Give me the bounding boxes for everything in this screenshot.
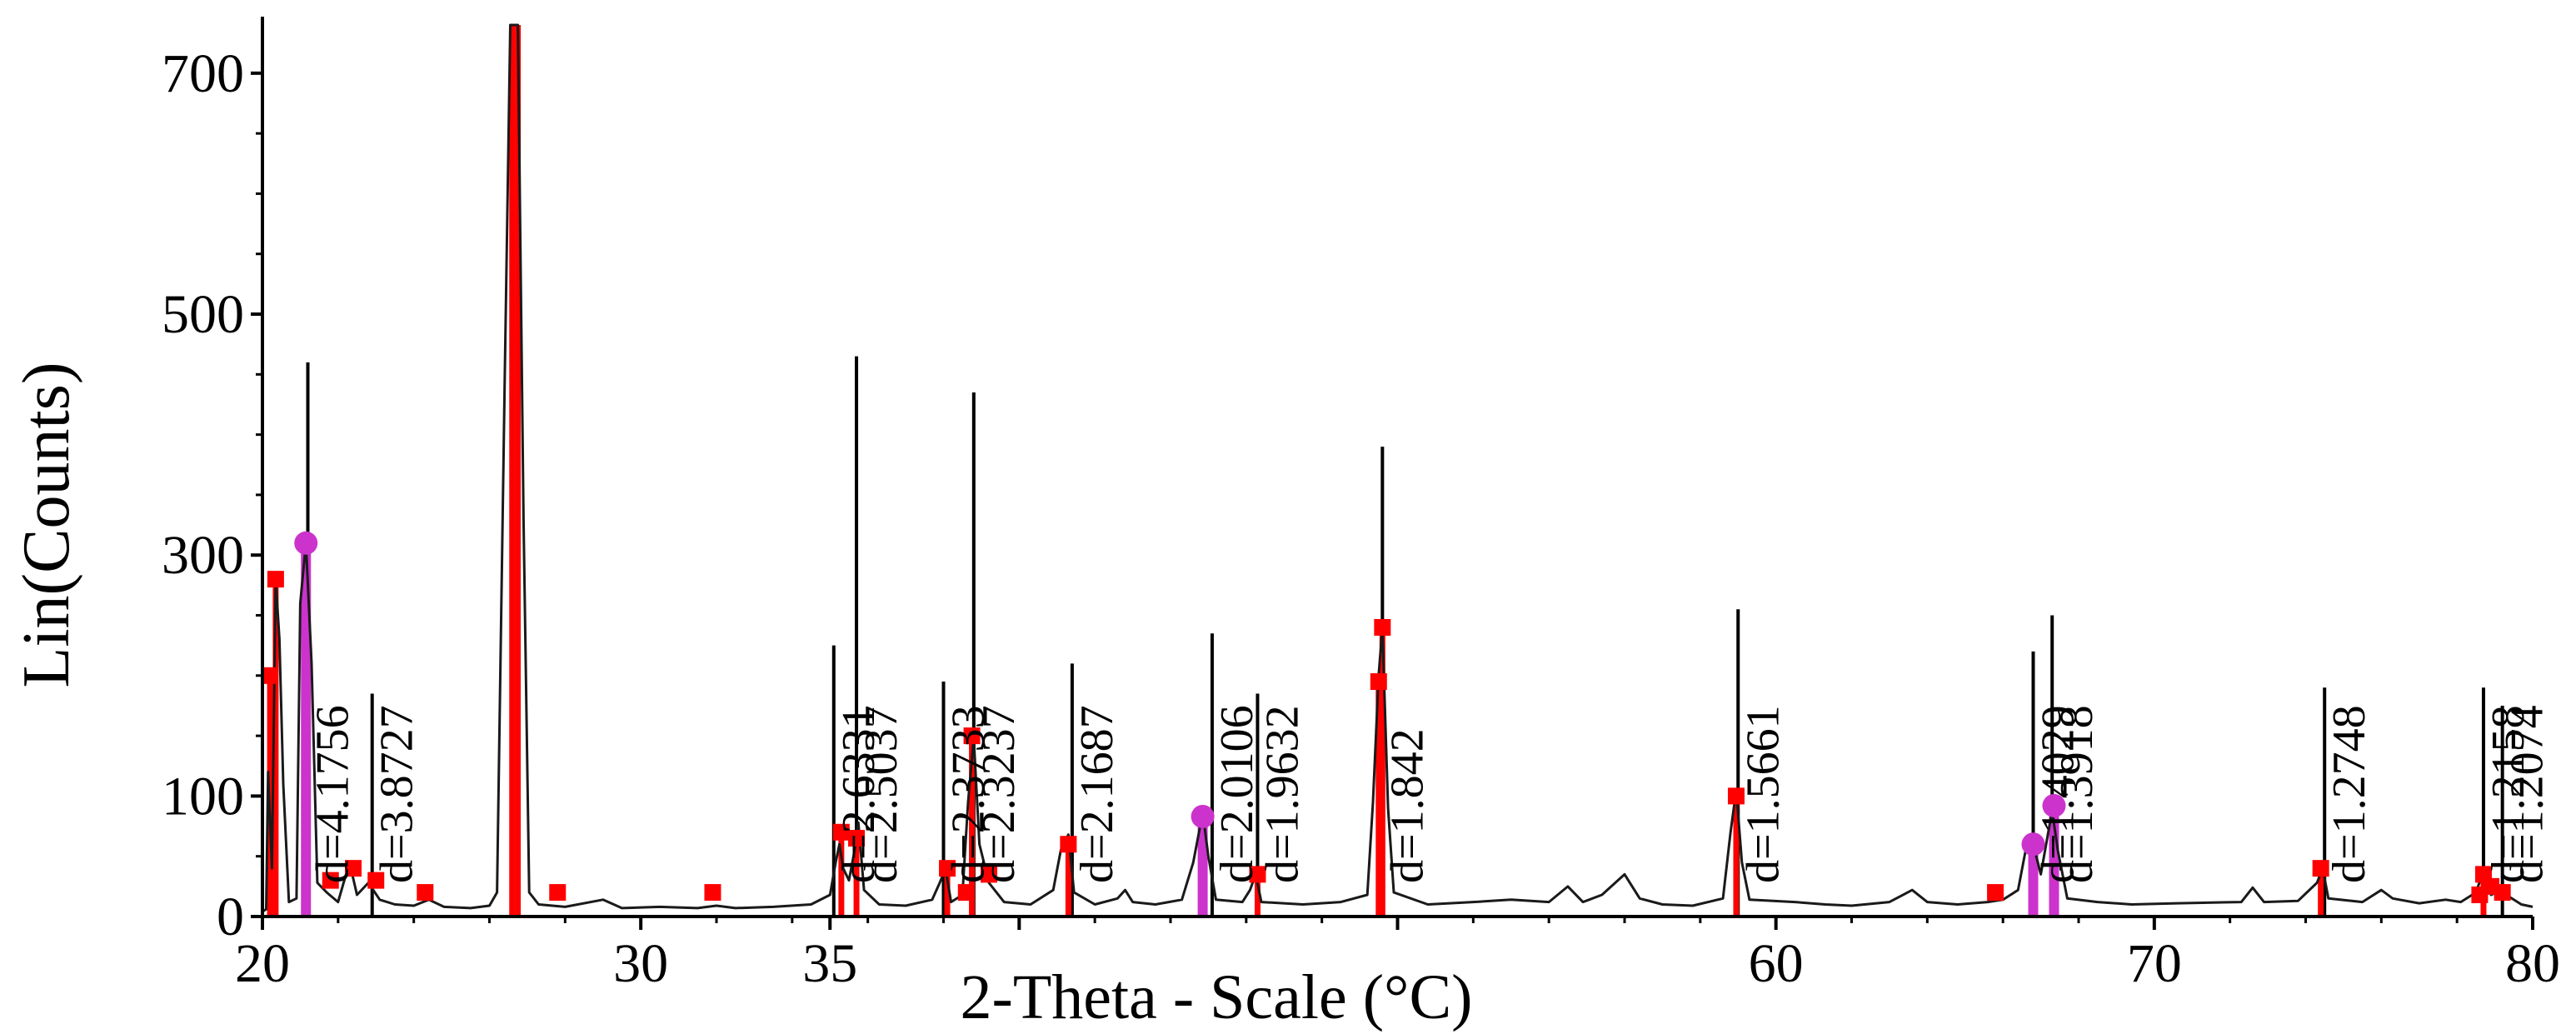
d-spacing-label: d=2.3237 xyxy=(973,705,1025,883)
d-spacing-label: d=4.1756 xyxy=(307,705,359,883)
phase-a-marker xyxy=(1370,673,1387,691)
phase-a-marker xyxy=(417,884,434,902)
x-tick-label: 20 xyxy=(235,933,290,994)
d-spacing-label: d=1.2748 xyxy=(2324,705,2375,883)
x-tick-label: 60 xyxy=(1749,933,1804,994)
phase-b-marker xyxy=(294,531,318,555)
axes: 0 100 300 500 700 20 30 35 60 70 80 xyxy=(162,17,2560,994)
d-spacing-label: d=1.4029 xyxy=(2033,705,2084,883)
phase-a-marker xyxy=(1374,618,1391,636)
phase-a-marker xyxy=(262,667,279,684)
phase-a-marker xyxy=(322,872,339,889)
d-spacing-label: d=2.5037 xyxy=(856,705,907,883)
phase-a-marker xyxy=(1249,866,1266,883)
y-tick-label: 500 xyxy=(162,284,244,345)
d-spacing-label: d=3.8727 xyxy=(372,705,423,883)
phase-a-marker xyxy=(832,823,850,841)
phase-a-marker xyxy=(848,830,866,847)
y-axis-title: Lin(Counts) xyxy=(10,362,83,687)
y-tick-label: 0 xyxy=(217,887,244,947)
d-spacing-label: d=2.3733 xyxy=(943,705,995,883)
phase-a-marker xyxy=(1727,787,1745,805)
y-tick-label: 700 xyxy=(162,43,244,104)
phase-a-marker xyxy=(1987,884,2004,902)
phase-a-marker xyxy=(267,571,284,588)
phase-a-marker xyxy=(345,860,362,877)
phase-a-marker xyxy=(981,866,997,883)
phase-a-marker xyxy=(2494,884,2511,902)
x-tick-label: 35 xyxy=(802,933,857,994)
x-tick-label: 80 xyxy=(2505,933,2560,994)
phase-b-marker xyxy=(1191,804,1215,828)
d-spacing-label: d=2.6331 xyxy=(833,705,885,883)
phase-a-marker xyxy=(2312,860,2329,877)
d-spacing-label: d=1.3918 xyxy=(2051,705,2103,883)
diffraction-trace xyxy=(262,23,2534,913)
d-spacing-label: d=1.842 xyxy=(1381,728,1433,883)
phase-a-marker xyxy=(549,884,567,902)
phase-a-marker xyxy=(963,727,981,745)
phase-a-marker xyxy=(1060,836,1077,853)
phase-b-marker xyxy=(2042,793,2066,817)
x-tick-label: 70 xyxy=(2127,933,2182,994)
d-spacing-label: d=1.5661 xyxy=(1737,705,1789,883)
d-spacing-label: d=1.2074 xyxy=(2502,705,2554,883)
phase-a-marker xyxy=(957,884,975,902)
phase-a-marker xyxy=(939,860,956,877)
d-spacing-label: d=2.0106 xyxy=(1211,705,1263,883)
x-axis-title: 2-Theta - Scale (°C) xyxy=(961,962,1473,1032)
d-spacing-label: d=2.1687 xyxy=(1071,705,1123,883)
phase-b-marker xyxy=(2021,832,2045,857)
y-tick-label: 300 xyxy=(162,525,244,586)
y-tick-label: 100 xyxy=(162,766,244,827)
d-spacing-label: d=1.2158 xyxy=(2483,705,2534,883)
x-tick-label: 30 xyxy=(613,933,668,994)
d-spacing-label: d=1.9632 xyxy=(1256,705,1308,883)
phase-a-marker xyxy=(704,884,721,902)
phase-a-marker xyxy=(367,872,385,889)
